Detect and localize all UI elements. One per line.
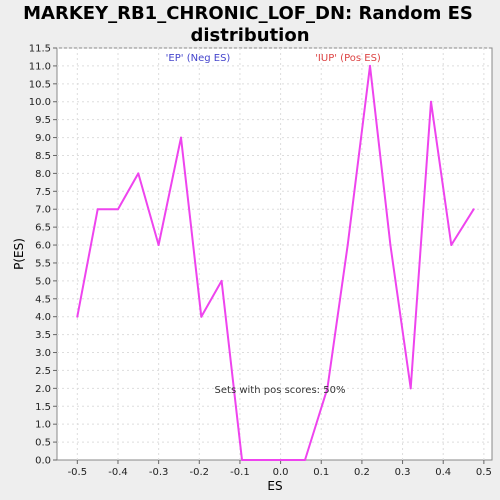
data-point [137,172,140,175]
data-point [450,244,453,247]
sets-pos-scores-label: Sets with pos scores: 50% [215,385,346,396]
x-tick-label: -0.2 [190,467,210,478]
data-point [96,208,99,211]
data-point [472,208,475,211]
x-axis-label: ES [267,479,282,493]
y-tick-label: 1.0 [35,420,51,431]
chart-title-line-1: MARKEY_RB1_CHRONIC_LOF_DN: Random ES [23,3,473,24]
data-point [389,244,392,247]
x-tick-label: 0.0 [273,467,289,478]
data-point [409,387,412,390]
y-tick-label: 5.5 [35,258,51,269]
data-point [240,459,243,461]
y-tick-label: 3.5 [35,330,51,341]
chart-title-line-2: distribution [190,25,309,46]
y-tick-label: 2.5 [35,366,51,377]
data-point [200,315,203,318]
series-layer [76,64,475,461]
y-tick-label: 11.5 [29,44,51,55]
x-tick-label: 0.2 [354,467,370,478]
data-point [281,459,284,461]
data-point [346,244,349,247]
data-point [326,387,329,390]
x-tick-label: -0.4 [108,467,128,478]
x-tick-label: -0.1 [230,467,250,478]
y-tick-label: 5.0 [35,276,51,287]
axis-layer: 0.0 0.5 1.0 1.5 2.0 2.5 3.0 3.5 4.0 4.5 5.0 5.5 6.0 6… [29,44,492,479]
x-tick-label: 0.1 [313,467,329,478]
y-tick-label: 2.0 [35,384,51,395]
data-point [220,279,223,282]
plot-area [56,47,493,461]
grid-layer [57,47,492,460]
y-tick-label: 9.5 [35,115,51,126]
y-tick-label: 6.0 [35,241,51,252]
x-tick-label: 0.4 [435,467,451,478]
y-tick-label: 7.5 [35,187,51,198]
x-tick-label: 0.5 [476,467,492,478]
y-tick-label: 8.5 [35,151,51,162]
y-tick-label: 3.0 [35,348,51,359]
data-point [76,315,79,318]
x-tick-label: -0.5 [68,467,88,478]
y-tick-label: 4.5 [35,294,51,305]
y-axis-label: P(ES) [12,238,26,270]
data-point [369,64,372,67]
y-tick-label: 0.0 [35,456,51,467]
y-tick-label: 8.0 [35,169,51,180]
y-tick-label: 0.5 [35,438,51,449]
x-tick-label: -0.3 [149,467,169,478]
data-point [116,208,119,211]
y-tick-label: 7.0 [35,205,51,216]
y-tick-label: 10.5 [29,79,51,90]
series-line [76,64,475,461]
data-point [430,100,433,103]
y-tick-label: 6.5 [35,223,51,234]
neg-es-label: 'EP' (Neg ES) [166,53,231,64]
data-point [157,244,160,247]
y-tick-label: 4.0 [35,312,51,323]
data-point [303,459,306,461]
data-point [261,459,264,461]
y-tick-label: 1.5 [35,402,51,413]
data-point [179,136,182,139]
pos-es-label: 'IUP' (Pos ES) [315,53,381,64]
y-tick-label: 9.0 [35,133,51,144]
x-tick-label: 0.3 [395,467,411,478]
y-tick-label: 10.0 [29,97,51,108]
y-tick-label: 11.0 [29,61,51,72]
